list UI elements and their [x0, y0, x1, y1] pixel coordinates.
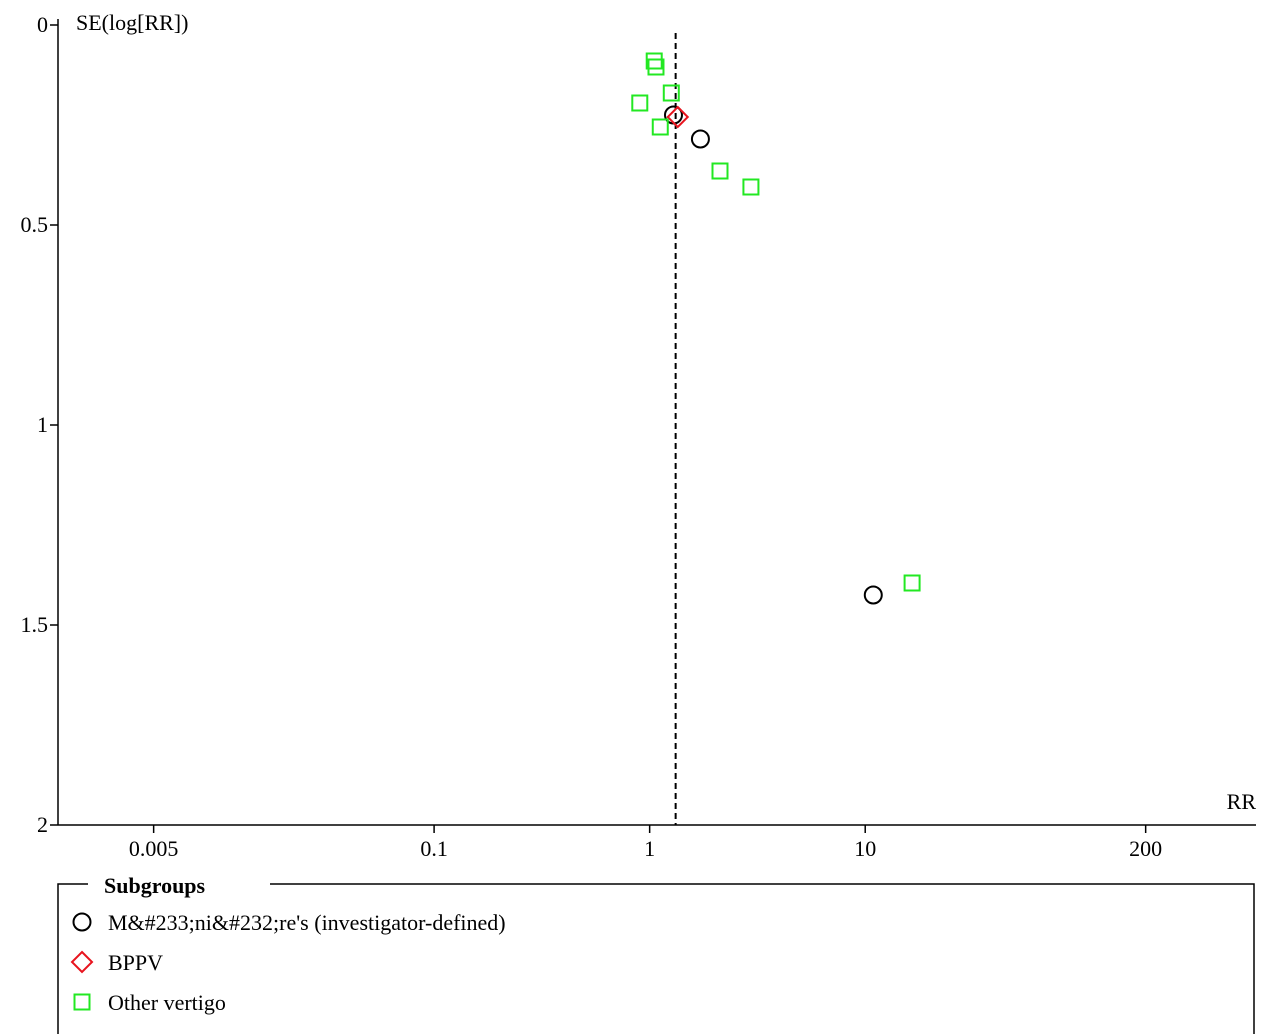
square-point — [662, 84, 680, 102]
square-point — [742, 178, 760, 196]
square-point — [711, 162, 729, 180]
legend-label: BPPV — [108, 950, 163, 975]
y-tick-label: 2 — [37, 812, 48, 837]
square-point — [645, 52, 663, 70]
y-tick-label: 0 — [37, 12, 48, 37]
legend-frame-left — [57, 883, 88, 1034]
x-tick-label: 0.005 — [129, 836, 179, 861]
y-tick-label: 1.5 — [21, 612, 49, 637]
legend-diamond-icon — [70, 950, 94, 974]
x-tick-label: 200 — [1129, 836, 1162, 861]
x-axis-title: RR — [1227, 789, 1257, 814]
legend-square-icon — [73, 993, 91, 1011]
circle-point — [690, 129, 710, 149]
legend-label: M&#233;ni&#232;re's (investigator-define… — [108, 910, 506, 935]
x-tick-label: 10 — [854, 836, 876, 861]
legend: Subgroups M&#233;ni&#232;re's (investigat… — [57, 873, 1255, 1034]
data-points — [631, 52, 921, 605]
legend-title: Subgroups — [104, 873, 206, 898]
diamond-point — [666, 105, 690, 129]
legend-frame-right — [270, 883, 1255, 1034]
y-tick-label: 1 — [37, 412, 48, 437]
square-point — [647, 58, 665, 76]
square-point — [651, 118, 669, 136]
x-tick-label: 1 — [644, 836, 655, 861]
legend-label: Other vertigo — [108, 990, 226, 1015]
legend-circle-icon — [72, 912, 92, 932]
circle-point — [863, 585, 883, 605]
x-tick-label: 0.1 — [420, 836, 448, 861]
square-point — [903, 574, 921, 592]
y-axis-title: SE(log[RR]) — [76, 10, 188, 35]
axes: 0 0.5 1 1.5 2 0.005 0.1 1 10 200 SE(log[RR]) RR — [21, 10, 1257, 861]
square-point — [631, 94, 649, 112]
y-tick-label: 0.5 — [21, 212, 49, 237]
